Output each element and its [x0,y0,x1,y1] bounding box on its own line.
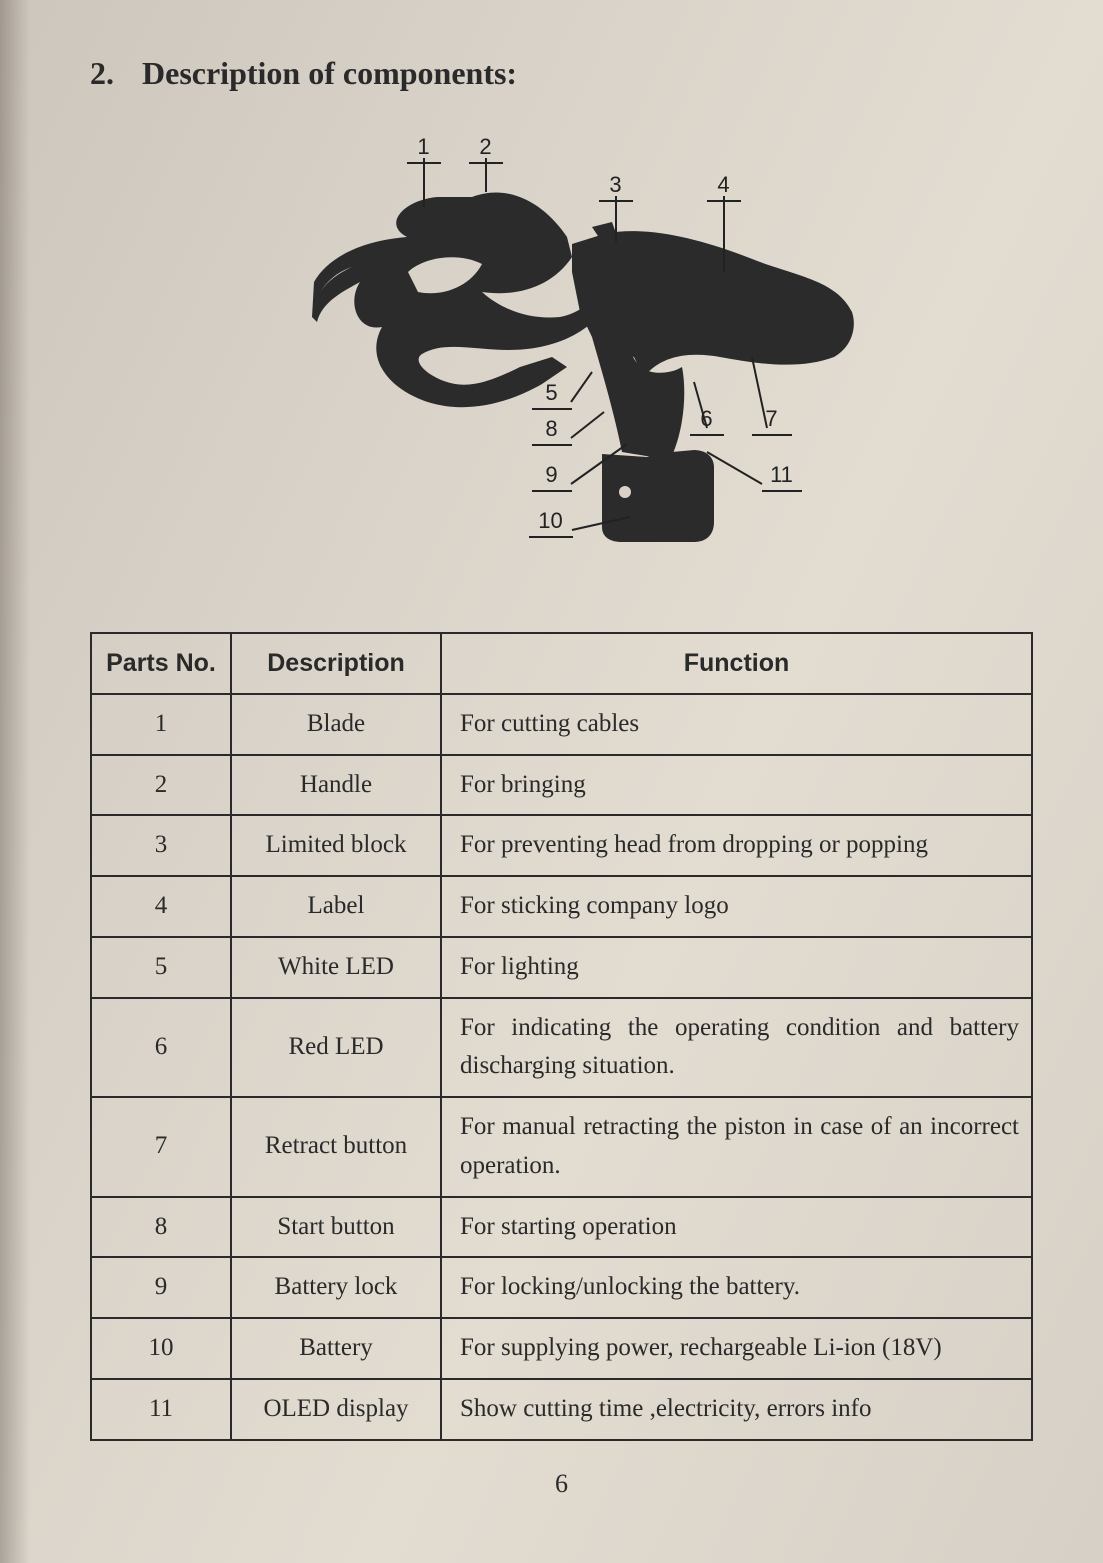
cell-description: Battery [231,1318,441,1379]
callout-label: 10 [529,508,573,538]
callout-label: 1 [407,134,441,164]
table-row: 2HandleFor bringing [91,755,1032,816]
cell-description: Limited block [231,815,441,876]
callout-label: 4 [707,172,741,202]
cell-parts-no: 5 [91,937,231,998]
cell-parts-no: 2 [91,755,231,816]
table-header-row: Parts No. Description Function [91,633,1032,694]
cell-parts-no: 10 [91,1318,231,1379]
col-function: Function [441,633,1032,694]
callout-label: 9 [532,462,572,492]
cell-function: For bringing [441,755,1032,816]
cell-function: For cutting cables [441,694,1032,755]
col-description: Description [231,633,441,694]
table-row: 5White LEDFor lighting [91,937,1032,998]
section-title-text: Description of components: [142,55,517,91]
callout-label: 7 [752,406,792,436]
table-row: 7Retract buttonFor manual retracting the… [91,1097,1032,1197]
table-row: 9Battery lockFor locking/unlocking the b… [91,1257,1032,1318]
cell-function: For starting operation [441,1197,1032,1258]
callout-label: 6 [690,406,724,436]
section-heading: 2. Description of components: [90,55,1033,92]
cell-parts-no: 3 [91,815,231,876]
cell-parts-no: 4 [91,876,231,937]
page-number: 6 [90,1469,1033,1499]
table-row: 10BatteryFor supplying power, rechargeab… [91,1318,1032,1379]
cell-function: For supplying power, rechargeable Li-ion… [441,1318,1032,1379]
cell-function: For manual retracting the piston in case… [441,1097,1032,1197]
component-diagram: 12 3 4 5 67 8 9 10 11 [172,122,952,552]
cell-parts-no: 1 [91,694,231,755]
cell-function: For lighting [441,937,1032,998]
callout-label: 2 [469,134,503,164]
cell-function: For locking/unlocking the battery. [441,1257,1032,1318]
table-row: 11OLED displayShow cutting time ,electri… [91,1379,1032,1440]
parts-table: Parts No. Description Function 1BladeFor… [90,632,1033,1441]
table-row: 6Red LEDFor indicating the operating con… [91,998,1032,1098]
table-row: 8Start buttonFor starting operation [91,1197,1032,1258]
cell-description: White LED [231,937,441,998]
cell-function: Show cutting time ,electricity, errors i… [441,1379,1032,1440]
cell-description: Start button [231,1197,441,1258]
table-row: 1BladeFor cutting cables [91,694,1032,755]
cell-description: Blade [231,694,441,755]
cell-parts-no: 8 [91,1197,231,1258]
cell-parts-no: 7 [91,1097,231,1197]
cell-description: OLED display [231,1379,441,1440]
cell-description: Retract button [231,1097,441,1197]
cell-function: For sticking company logo [441,876,1032,937]
section-number: 2. [90,55,114,91]
cell-function: For indicating the operating condition a… [441,998,1032,1098]
table-row: 4LabelFor sticking company logo [91,876,1032,937]
col-parts-no: Parts No. [91,633,231,694]
cell-description: Label [231,876,441,937]
cell-description: Handle [231,755,441,816]
callout-label: 3 [599,172,633,202]
cell-parts-no: 6 [91,998,231,1098]
cell-parts-no: 9 [91,1257,231,1318]
table-row: 3Limited blockFor preventing head from d… [91,815,1032,876]
cell-description: Battery lock [231,1257,441,1318]
cell-description: Red LED [231,998,441,1098]
cell-parts-no: 11 [91,1379,231,1440]
cell-function: For preventing head from dropping or pop… [441,815,1032,876]
callout-label: 5 [532,380,572,410]
callout-label: 8 [532,416,572,446]
callout-label: 11 [762,462,802,492]
